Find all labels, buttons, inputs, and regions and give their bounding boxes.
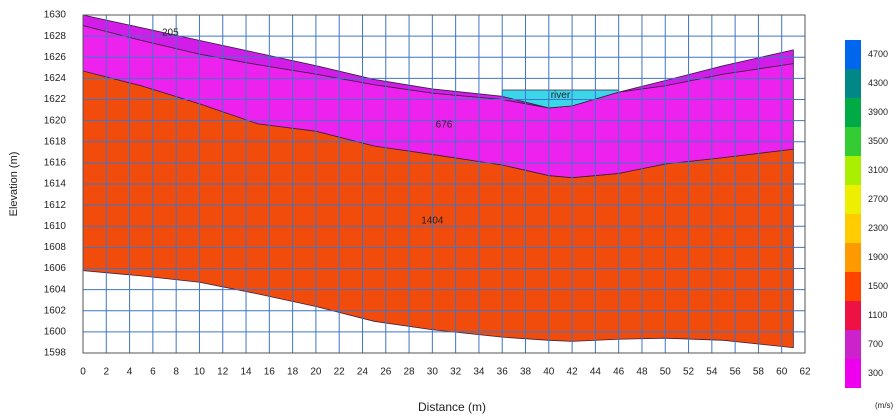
y-tick-label: 1600 <box>44 327 67 338</box>
x-tick-label: 6 <box>150 367 156 378</box>
y-tick-label: 1602 <box>44 305 67 316</box>
colorbar-label: 1500 <box>868 281 888 291</box>
x-tick-label: 40 <box>543 367 555 378</box>
x-tick-label: 60 <box>776 367 788 378</box>
x-tick-label: 12 <box>217 367 229 378</box>
colorbar-swatch <box>845 214 861 243</box>
x-tick-label: 0 <box>80 367 86 378</box>
x-tick-label: 38 <box>520 367 532 378</box>
colorbar-swatch <box>845 272 861 301</box>
x-tick-label: 24 <box>357 367 369 378</box>
layer <box>82 14 794 109</box>
x-tick-label: 26 <box>380 367 392 378</box>
plot-frame <box>82 14 806 354</box>
colorbar-swatch <box>845 40 861 69</box>
x-tick-label: 46 <box>613 367 625 378</box>
colorbar-swatch <box>845 156 861 185</box>
colorbar-label: 3900 <box>868 107 888 117</box>
y-tick-label: 1606 <box>44 263 67 274</box>
x-tick-label: 58 <box>753 367 765 378</box>
colorbar-label: 2700 <box>868 194 888 204</box>
x-tick-label: 8 <box>173 367 179 378</box>
colorbar-unit: (m/s) <box>875 401 894 410</box>
x-tick-label: 44 <box>590 367 602 378</box>
colorbar-label: 300 <box>868 368 883 378</box>
x-tick-label: 56 <box>730 367 742 378</box>
colorbar-swatch <box>845 359 861 388</box>
y-tick-label: 1614 <box>44 179 67 190</box>
y-tick-label: 1628 <box>44 31 67 42</box>
y-tick-label: 1612 <box>44 200 67 211</box>
layer-label: 676 <box>436 119 453 130</box>
colorbar-swatch <box>845 127 861 156</box>
colorbar-swatch <box>845 330 861 359</box>
colorbar-label: 3500 <box>868 136 888 146</box>
y-tick-label: 1610 <box>44 221 67 232</box>
colorbar-swatch <box>845 185 861 214</box>
colorbar-label: 3100 <box>868 165 888 175</box>
layer-label: river <box>551 90 571 101</box>
y-tick-label: 1618 <box>44 136 67 147</box>
layer-label: 205 <box>162 28 179 39</box>
colorbar-label: 4700 <box>868 49 888 59</box>
x-tick-label: 32 <box>450 367 462 378</box>
colorbar-label: 4300 <box>868 78 888 88</box>
x-tick-label: 10 <box>194 367 206 378</box>
x-tick-label: 18 <box>287 367 299 378</box>
x-tick-label: 16 <box>264 367 276 378</box>
y-tick-label: 1622 <box>44 94 67 105</box>
x-tick-label: 20 <box>310 367 322 378</box>
y-tick-label: 1630 <box>44 10 67 21</box>
x-tick-label: 34 <box>473 367 485 378</box>
x-tick-label: 14 <box>240 367 252 378</box>
x-tick-label: 22 <box>334 367 346 378</box>
y-tick-label: 1604 <box>44 284 67 295</box>
y-axis-label: Elevation (m) <box>8 152 20 217</box>
x-tick-label: 48 <box>636 367 648 378</box>
x-tick-label: 2 <box>104 367 110 378</box>
x-tick-label: 28 <box>404 367 416 378</box>
x-axis-label: Distance (m) <box>418 400 486 414</box>
x-tick-label: 62 <box>799 367 811 378</box>
x-tick-label: 50 <box>660 367 672 378</box>
colorbar-label: 1900 <box>868 252 888 262</box>
colorbar-swatch <box>845 243 861 272</box>
y-tick-label: 1608 <box>44 242 67 253</box>
x-tick-label: 52 <box>683 367 695 378</box>
x-tick-label: 36 <box>497 367 509 378</box>
x-tick-label: 4 <box>127 367 133 378</box>
layer-label: 1404 <box>421 216 444 227</box>
y-tick-label: 1626 <box>44 52 67 63</box>
y-tick-label: 1616 <box>44 158 67 169</box>
y-tick-label: 1624 <box>44 73 67 84</box>
colorbar-label: 1100 <box>868 310 887 320</box>
x-tick-label: 54 <box>706 367 718 378</box>
colorbar-label: 700 <box>868 339 883 349</box>
y-tick-label: 1598 <box>44 348 67 359</box>
colorbar-swatch <box>845 98 861 127</box>
colorbar-swatch <box>845 69 861 98</box>
y-tick-label: 1620 <box>44 115 67 126</box>
colorbar-swatch <box>845 301 861 330</box>
x-tick-label: 42 <box>567 367 579 378</box>
x-tick-label: 30 <box>427 367 439 378</box>
colorbar-label: 2300 <box>868 223 888 233</box>
